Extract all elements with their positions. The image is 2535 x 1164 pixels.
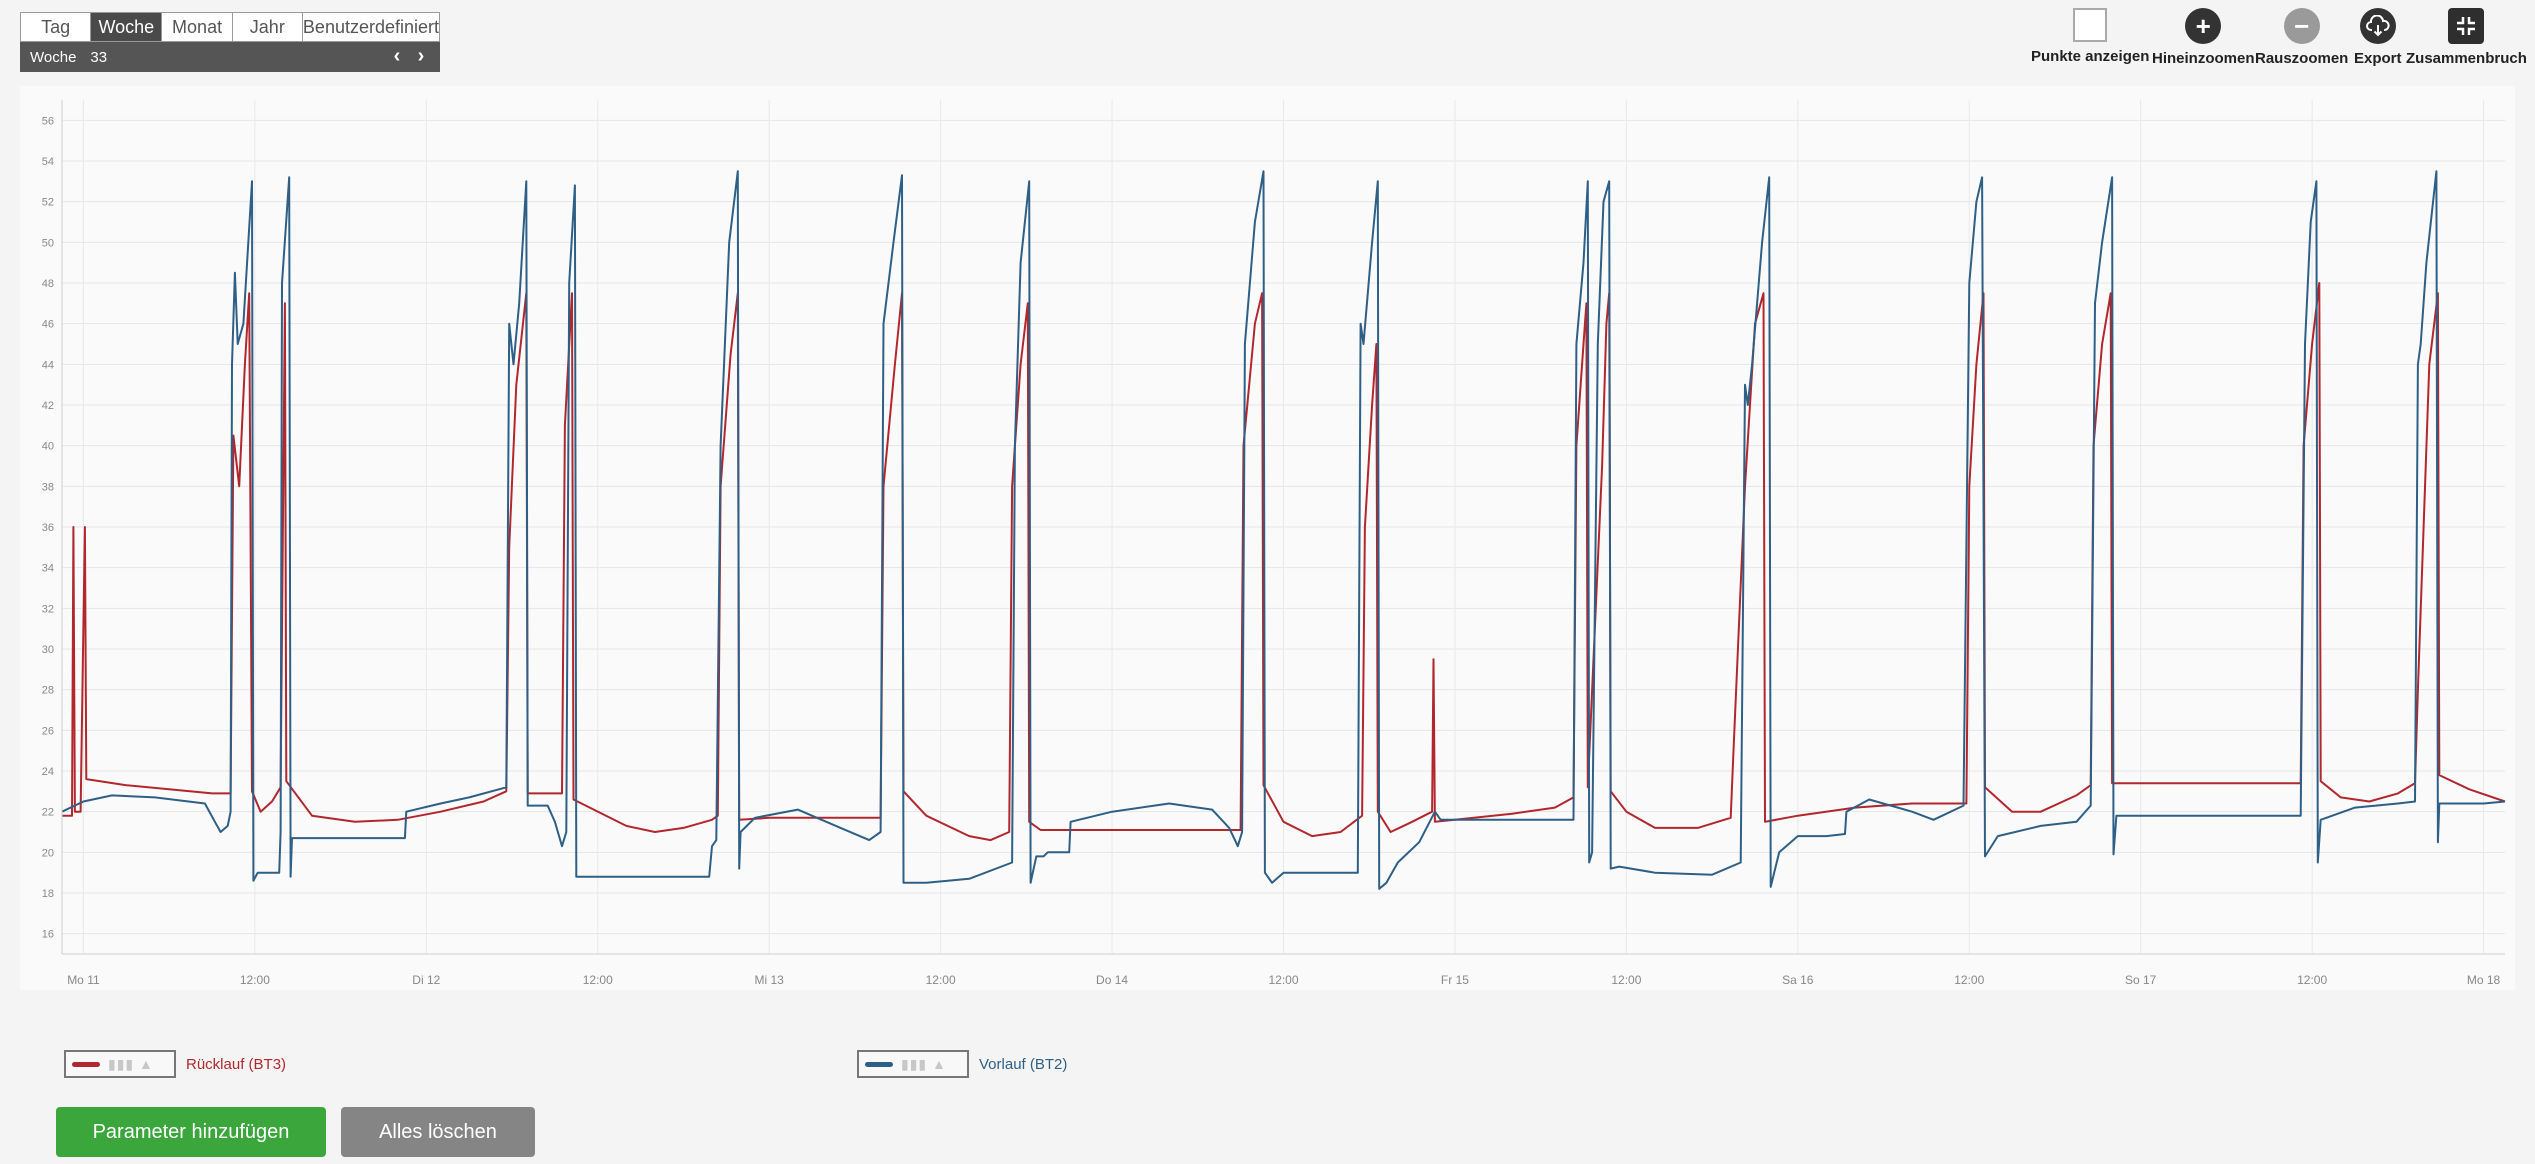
temperature-chart[interactable]: 16 18 20 22 24 26 28 30 32 34 36 38 40 42 44 46 48 50 52 54…	[20, 86, 2515, 990]
y-tick-label: 38	[42, 481, 54, 493]
x-tick-label: 12:00	[1611, 973, 1641, 987]
y-tick-label: 18	[42, 888, 54, 900]
y-tick-label: 42	[42, 400, 54, 412]
collapse-button[interactable]: Zusammenbruch	[2406, 8, 2527, 67]
zoom-in-button[interactable]: + Hineinzoomen	[2152, 8, 2255, 67]
y-tick-label: 28	[42, 685, 54, 697]
minus-icon: −	[2283, 8, 2320, 44]
y-tick-label: 44	[42, 359, 54, 371]
legend-label: Vorlauf (BT2)	[979, 1055, 1068, 1073]
y-tick-label: 26	[42, 725, 54, 737]
zoom-in-label: Hineinzoomen	[2152, 50, 2255, 67]
chevron-right-icon[interactable]: ›	[417, 45, 425, 67]
y-tick-label: 24	[42, 766, 54, 778]
week-navigation: ‹ ›	[388, 45, 430, 67]
x-tick-label: 12:00	[926, 973, 956, 987]
x-tick-label: Fr 15	[1441, 973, 1469, 987]
line-icon	[72, 1061, 100, 1067]
x-tick-label: So 17	[2125, 973, 2157, 987]
line-icon	[865, 1061, 893, 1067]
zoom-out-label: Rauszoomen	[2255, 50, 2349, 67]
collapse-label: Zusammenbruch	[2406, 50, 2527, 67]
y-tick-label: 46	[42, 319, 54, 331]
zoom-out-button[interactable]: − Rauszoomen	[2255, 8, 2348, 67]
export-label: Export	[2354, 50, 2402, 67]
grid	[62, 100, 2505, 954]
tab-week[interactable]: Woche	[91, 13, 163, 41]
x-tick-label: 12:00	[1954, 973, 1984, 987]
y-tick-label: 56	[42, 115, 54, 127]
x-tick-label: Mo 11	[67, 973, 100, 987]
x-tick-label: Mi 13	[755, 973, 785, 987]
y-tick-label: 16	[42, 929, 54, 941]
week-number: 33	[90, 48, 108, 66]
x-tick-label: Do 14	[1096, 973, 1128, 987]
cloud-download-icon	[2359, 8, 2396, 44]
x-tick-label: Sa 16	[1782, 973, 1814, 987]
bar-chart-icon: ▮▮▮ ▲	[108, 1055, 154, 1072]
legend-item-vorlauf[interactable]: ▮▮▮ ▲ Vorlauf (BT2)	[857, 1050, 1067, 1078]
y-tick-label: 22	[42, 807, 54, 819]
y-tick-label: 50	[42, 237, 54, 249]
plot-background	[20, 86, 2515, 990]
compress-icon	[2448, 8, 2485, 44]
checkbox-icon[interactable]	[2073, 8, 2108, 42]
y-tick-label: 54	[42, 156, 54, 168]
week-label: Woche	[30, 48, 77, 66]
x-tick-label: Di 12	[412, 973, 440, 987]
legend-item-ruecklauf[interactable]: ▮▮▮ ▲ Rücklauf (BT3)	[64, 1050, 286, 1078]
y-tick-label: 30	[42, 644, 54, 656]
tab-custom[interactable]: Benutzerdefiniert	[302, 17, 440, 37]
y-tick-label: 20	[42, 847, 54, 859]
tab-year[interactable]: Jahr	[233, 13, 303, 41]
series-line-ruecklauf	[62, 282, 2506, 842]
y-tick-label: 32	[42, 603, 54, 615]
x-tick-label: 12:00	[2297, 973, 2327, 987]
legend-label: Rücklauf (BT3)	[186, 1055, 287, 1073]
x-tick-label: 12:00	[1268, 973, 1298, 987]
y-tick-label: 34	[42, 563, 54, 575]
show-points-toggle[interactable]: Punkte anzeigen	[2031, 8, 2149, 65]
x-tick-label: 12:00	[583, 973, 613, 987]
week-bar: Woche 33 ‹ ›	[20, 42, 440, 72]
legend-swatch-vorlauf[interactable]: ▮▮▮ ▲	[857, 1050, 969, 1078]
show-points-label: Punkte anzeigen	[2031, 48, 2150, 65]
y-tick-label: 40	[42, 441, 54, 453]
chevron-left-icon[interactable]: ‹	[393, 45, 401, 67]
x-tick-label: Mo 18	[2467, 973, 2501, 987]
tab-day[interactable]: Tag	[21, 13, 92, 41]
y-tick-label: 52	[42, 197, 54, 209]
period-tabs: Tag Woche Monat Jahr Benutzerdefiniert	[20, 12, 440, 42]
x-tick-label: 12:00	[240, 973, 270, 987]
period-selector: Tag Woche Monat Jahr Benutzerdefiniert W…	[20, 12, 440, 72]
axes: 16 18 20 22 24 26 28 30 32 34 36 38 40 42 44 46 48 50 52 54…	[42, 100, 2505, 987]
series-line-vorlauf	[61, 170, 2506, 890]
bar-chart-icon: ▮▮▮ ▲	[901, 1055, 947, 1072]
add-parameter-button[interactable]: Parameter hinzufügen	[56, 1107, 326, 1157]
export-button[interactable]: Export	[2354, 8, 2402, 67]
legend-swatch-ruecklauf[interactable]: ▮▮▮ ▲	[64, 1050, 176, 1078]
tab-month[interactable]: Monat	[162, 13, 233, 41]
series-layer	[61, 170, 2506, 890]
y-tick-label: 36	[42, 522, 54, 534]
plus-icon: +	[2185, 8, 2222, 44]
clear-all-button[interactable]: Alles löschen	[341, 1107, 535, 1157]
y-tick-label: 48	[42, 278, 54, 290]
